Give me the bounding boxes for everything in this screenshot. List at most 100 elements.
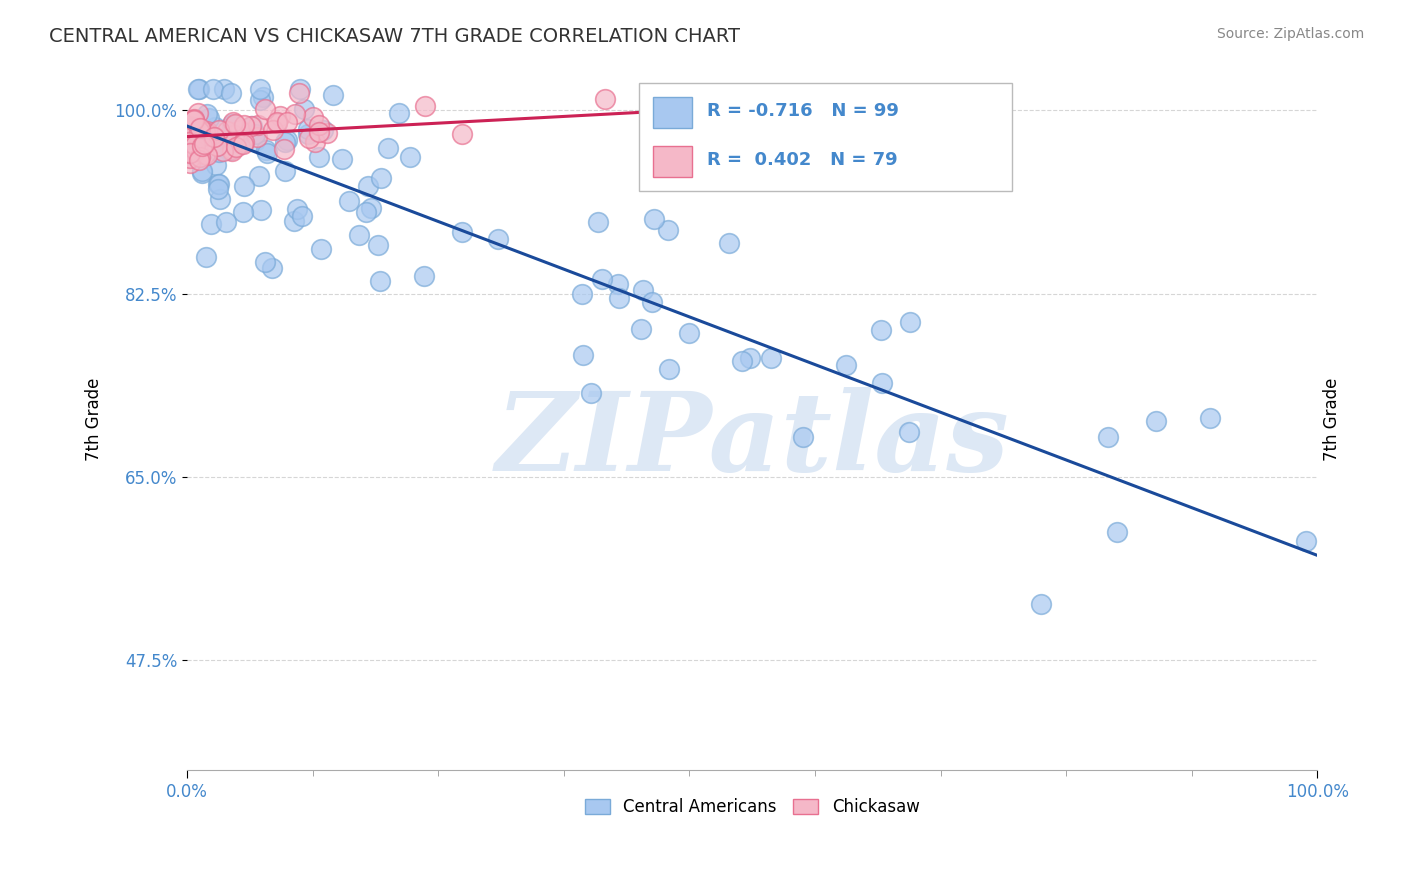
Point xyxy=(184,120,207,134)
Point xyxy=(607,277,630,292)
Point xyxy=(211,144,233,158)
Point xyxy=(451,127,474,141)
Point xyxy=(183,112,205,126)
Point xyxy=(177,131,200,145)
Point xyxy=(222,128,245,142)
Point xyxy=(898,425,921,439)
Point xyxy=(177,145,200,160)
Point xyxy=(720,91,742,105)
Point xyxy=(274,164,297,178)
Point xyxy=(207,122,229,136)
Point xyxy=(187,130,209,145)
Point xyxy=(198,128,221,143)
Point xyxy=(195,250,218,264)
Legend: Central Americans, Chickasaw: Central Americans, Chickasaw xyxy=(576,790,928,825)
Point xyxy=(572,347,595,361)
Point xyxy=(676,103,699,118)
Point xyxy=(792,430,814,444)
Point xyxy=(249,93,271,107)
Point xyxy=(290,82,312,96)
Point xyxy=(254,143,277,157)
Point xyxy=(207,177,229,191)
Point xyxy=(658,361,681,376)
Point xyxy=(191,137,214,152)
Point xyxy=(198,112,221,126)
Point xyxy=(219,143,242,157)
Point xyxy=(332,152,354,166)
Point xyxy=(187,82,209,96)
Point xyxy=(193,136,215,151)
Point xyxy=(246,118,269,132)
Point xyxy=(232,118,254,132)
Point xyxy=(208,192,231,206)
Point xyxy=(486,232,509,246)
Point xyxy=(204,158,226,172)
Point xyxy=(283,214,305,228)
Point xyxy=(298,131,321,145)
Point xyxy=(221,118,243,132)
Point xyxy=(1295,534,1317,549)
Point xyxy=(190,167,212,181)
Point xyxy=(253,254,276,268)
Point xyxy=(204,130,226,145)
Point xyxy=(233,179,256,194)
Point xyxy=(212,82,235,96)
Point xyxy=(195,124,218,138)
Point xyxy=(242,119,264,133)
Point xyxy=(249,82,271,96)
Point xyxy=(214,215,236,229)
Point xyxy=(370,170,392,185)
Point xyxy=(367,238,389,252)
Point xyxy=(835,358,858,372)
Point xyxy=(190,150,212,164)
Point xyxy=(191,164,214,178)
Point xyxy=(184,144,207,158)
Point xyxy=(309,242,332,256)
Point xyxy=(643,212,665,227)
Point xyxy=(194,125,217,139)
Point xyxy=(870,376,893,391)
Text: R =  0.402   N = 79: R = 0.402 N = 79 xyxy=(707,151,897,169)
Point xyxy=(869,323,891,337)
Point xyxy=(571,287,593,301)
Point xyxy=(287,86,309,100)
Point xyxy=(1199,411,1222,425)
Point xyxy=(316,126,339,140)
Point xyxy=(195,147,218,161)
Point xyxy=(266,116,288,130)
Point xyxy=(274,135,297,149)
Point xyxy=(630,322,652,336)
Text: CENTRAL AMERICAN VS CHICKASAW 7TH GRADE CORRELATION CHART: CENTRAL AMERICAN VS CHICKASAW 7TH GRADE … xyxy=(49,27,740,45)
Point xyxy=(1097,430,1119,444)
Y-axis label: 7th Grade: 7th Grade xyxy=(86,377,103,461)
Point xyxy=(243,134,266,148)
Point xyxy=(1107,524,1129,539)
Point xyxy=(180,147,202,161)
Point xyxy=(706,102,728,116)
Point xyxy=(322,87,344,102)
Point xyxy=(190,121,212,136)
Point xyxy=(184,137,207,152)
Point xyxy=(190,139,212,153)
Point xyxy=(177,135,200,149)
Point xyxy=(202,129,225,144)
Point xyxy=(591,272,613,286)
Point xyxy=(311,123,333,137)
Point xyxy=(179,151,201,165)
Point xyxy=(256,145,278,160)
Point xyxy=(898,315,921,329)
Point xyxy=(188,123,211,137)
Point xyxy=(593,92,616,106)
Point xyxy=(221,142,243,156)
FancyBboxPatch shape xyxy=(652,145,692,178)
Point xyxy=(266,115,288,129)
Point xyxy=(177,128,200,142)
Point xyxy=(678,326,700,340)
FancyBboxPatch shape xyxy=(652,96,692,128)
Point xyxy=(356,205,378,219)
Point xyxy=(284,107,307,121)
Point xyxy=(243,127,266,141)
Point xyxy=(253,102,276,116)
Point xyxy=(232,137,254,152)
Y-axis label: 7th Grade: 7th Grade xyxy=(1323,377,1341,461)
